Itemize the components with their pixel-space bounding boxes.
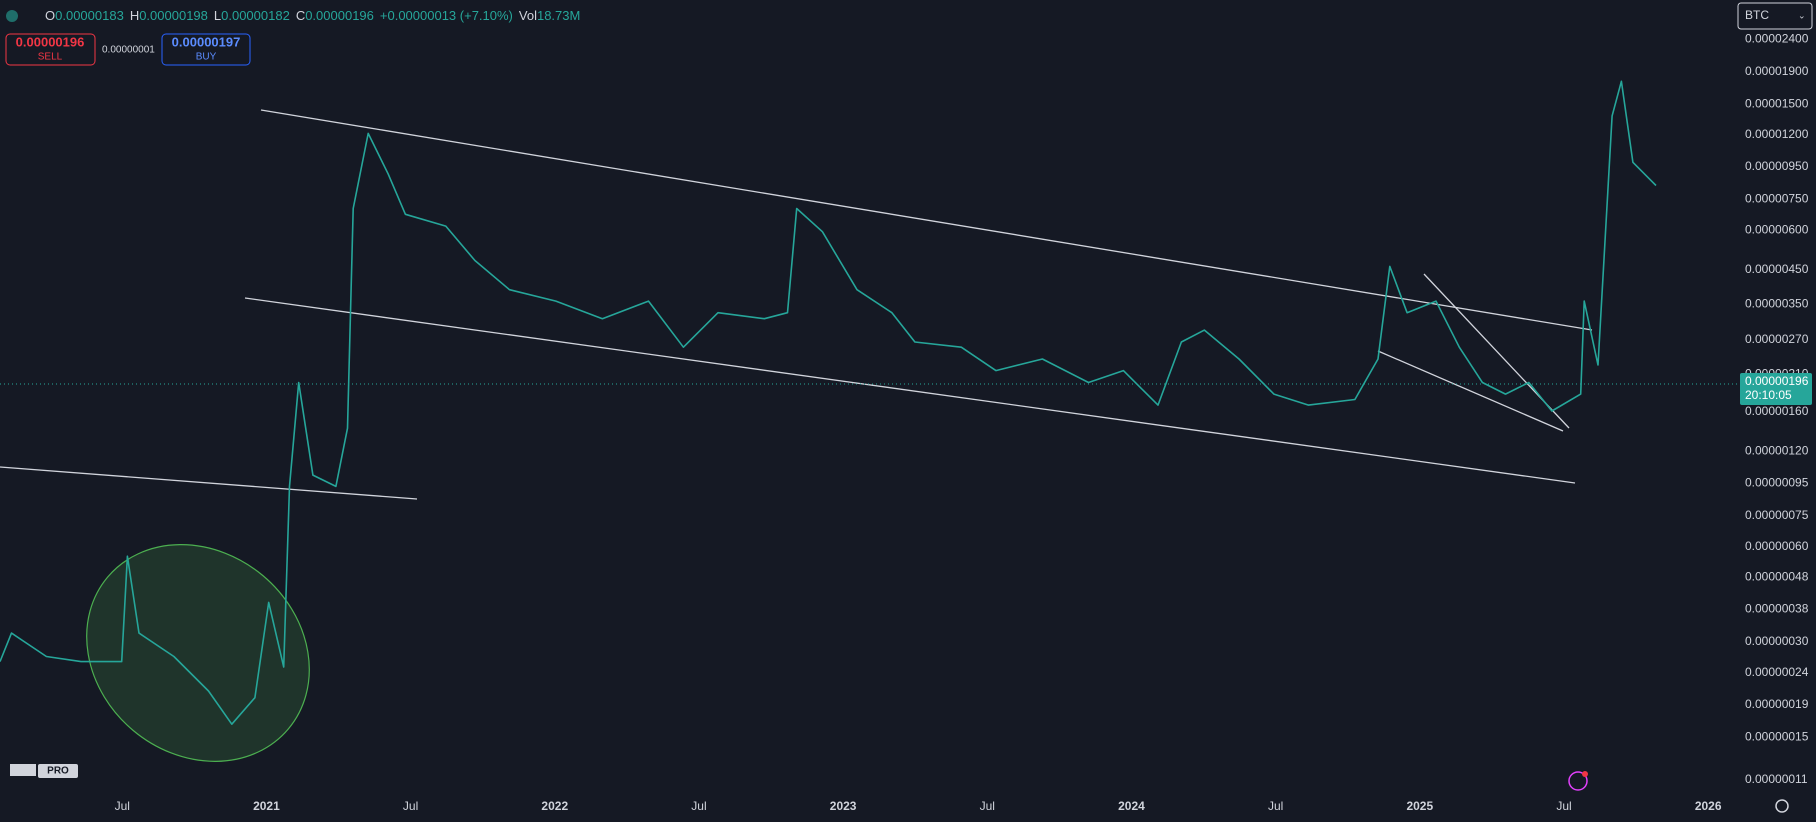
sell-label[interactable]: SELL <box>38 52 63 63</box>
y-tick-label: 0.00000120 <box>1745 444 1809 458</box>
high: 0.00000198 <box>139 8 208 23</box>
y-tick-label: 0.00000750 <box>1745 192 1809 206</box>
x-tick-label: Jul <box>403 799 418 813</box>
buy-price[interactable]: 0.00000197 <box>172 34 241 49</box>
sell-button[interactable]: 0.00000196 SELL <box>5 33 96 66</box>
x-tick-label: Jul <box>115 799 130 813</box>
y-tick-label: 0.00000011 <box>1745 772 1808 786</box>
close: 0.00000196 <box>305 8 374 23</box>
buy-button[interactable]: 0.00000197 BUY <box>161 33 251 66</box>
x-tick-label: 2022 <box>541 799 568 813</box>
y-tick-label: 0.00000015 <box>1745 729 1809 743</box>
dropdown-arrow[interactable]: ⌄ <box>1798 10 1806 20</box>
y-tick-label: 0.00000350 <box>1745 296 1809 310</box>
logo-text: PRO <box>47 766 69 777</box>
last-price-label: 0.00000196 <box>1745 374 1809 388</box>
vol: 18.73M <box>537 8 580 23</box>
y-tick-label: 0.00000060 <box>1745 539 1809 553</box>
low: 0.00000182 <box>221 8 290 23</box>
x-tick-label: 2021 <box>253 799 280 813</box>
currency-select[interactable]: BTC ⌄ <box>1737 2 1813 30</box>
x-tick-label: 2025 <box>1406 799 1433 813</box>
vol-key: Vol <box>519 8 537 23</box>
y-tick-label: 0.00000048 <box>1745 570 1809 584</box>
y-tick-label: 0.00000038 <box>1745 602 1809 616</box>
y-tick-label: 0.00000950 <box>1745 159 1809 173</box>
x-tick-label: Jul <box>980 799 995 813</box>
buy-label[interactable]: BUY <box>196 52 217 63</box>
trend-line <box>260 109 1593 331</box>
change: +0.00000013 (+7.10%) <box>380 8 513 23</box>
sell-price[interactable]: 0.00000196 <box>16 34 85 49</box>
trend-line <box>1377 350 1564 432</box>
y-tick-label: 0.00000024 <box>1745 665 1809 679</box>
currency[interactable]: BTC <box>1745 8 1769 22</box>
price-line <box>0 80 1657 725</box>
y-tick-label: 0.00001500 <box>1745 96 1809 110</box>
close-key: C <box>296 8 305 23</box>
y-tick-label: 0.00000030 <box>1745 634 1809 648</box>
y-tick-label: 0.00000019 <box>1745 697 1809 711</box>
x-tick-label: Jul <box>691 799 706 813</box>
open-key: O <box>45 8 55 23</box>
logo: PRO <box>10 764 78 778</box>
spread: 0.00000001 <box>102 45 155 56</box>
x-tick-label: Jul <box>1268 799 1283 813</box>
ohlc-legend: O0.00000183 H0.00000198 L0.00000182 C0.0000… <box>45 8 580 23</box>
x-tick-label: 2024 <box>1118 799 1145 813</box>
y-tick-label: 0.00000600 <box>1745 222 1809 236</box>
y-tick-label: 0.00000075 <box>1745 508 1809 522</box>
highlight-ellipse <box>86 544 310 762</box>
logo-badge <box>38 764 78 778</box>
x-tick-label: 2023 <box>830 799 857 813</box>
buy-box[interactable] <box>161 33 251 66</box>
y-tick-label: 0.00001200 <box>1745 127 1809 141</box>
logo-mark <box>10 764 36 776</box>
low-key: L <box>214 8 221 23</box>
currency-box[interactable] <box>1737 2 1813 30</box>
y-tick-label: 0.00000160 <box>1745 404 1809 418</box>
y-tick-label: 0.00002400 <box>1745 32 1809 46</box>
x-tick-label: 2026 <box>1695 799 1722 813</box>
countdown: 20:10:05 <box>1745 388 1792 402</box>
alert-icon[interactable] <box>1568 771 1588 791</box>
open: 0.00000183 <box>55 8 124 23</box>
y-tick-label: 0.00000095 <box>1745 476 1809 490</box>
settings-icon[interactable] <box>1775 799 1789 813</box>
x-tick-label: Jul <box>1556 799 1571 813</box>
last-price-box <box>1740 372 1812 405</box>
sell-box[interactable] <box>5 33 96 66</box>
status-dot <box>6 10 18 22</box>
y-tick-label: 0.00001900 <box>1745 64 1809 78</box>
y-tick-label: 0.00000270 <box>1745 332 1809 346</box>
trend-line <box>0 466 418 500</box>
high-key: H <box>130 8 139 23</box>
alert-dot[interactable] <box>1582 771 1588 777</box>
trend-line <box>244 297 1576 484</box>
y-tick-label: 0.00000450 <box>1745 262 1809 276</box>
